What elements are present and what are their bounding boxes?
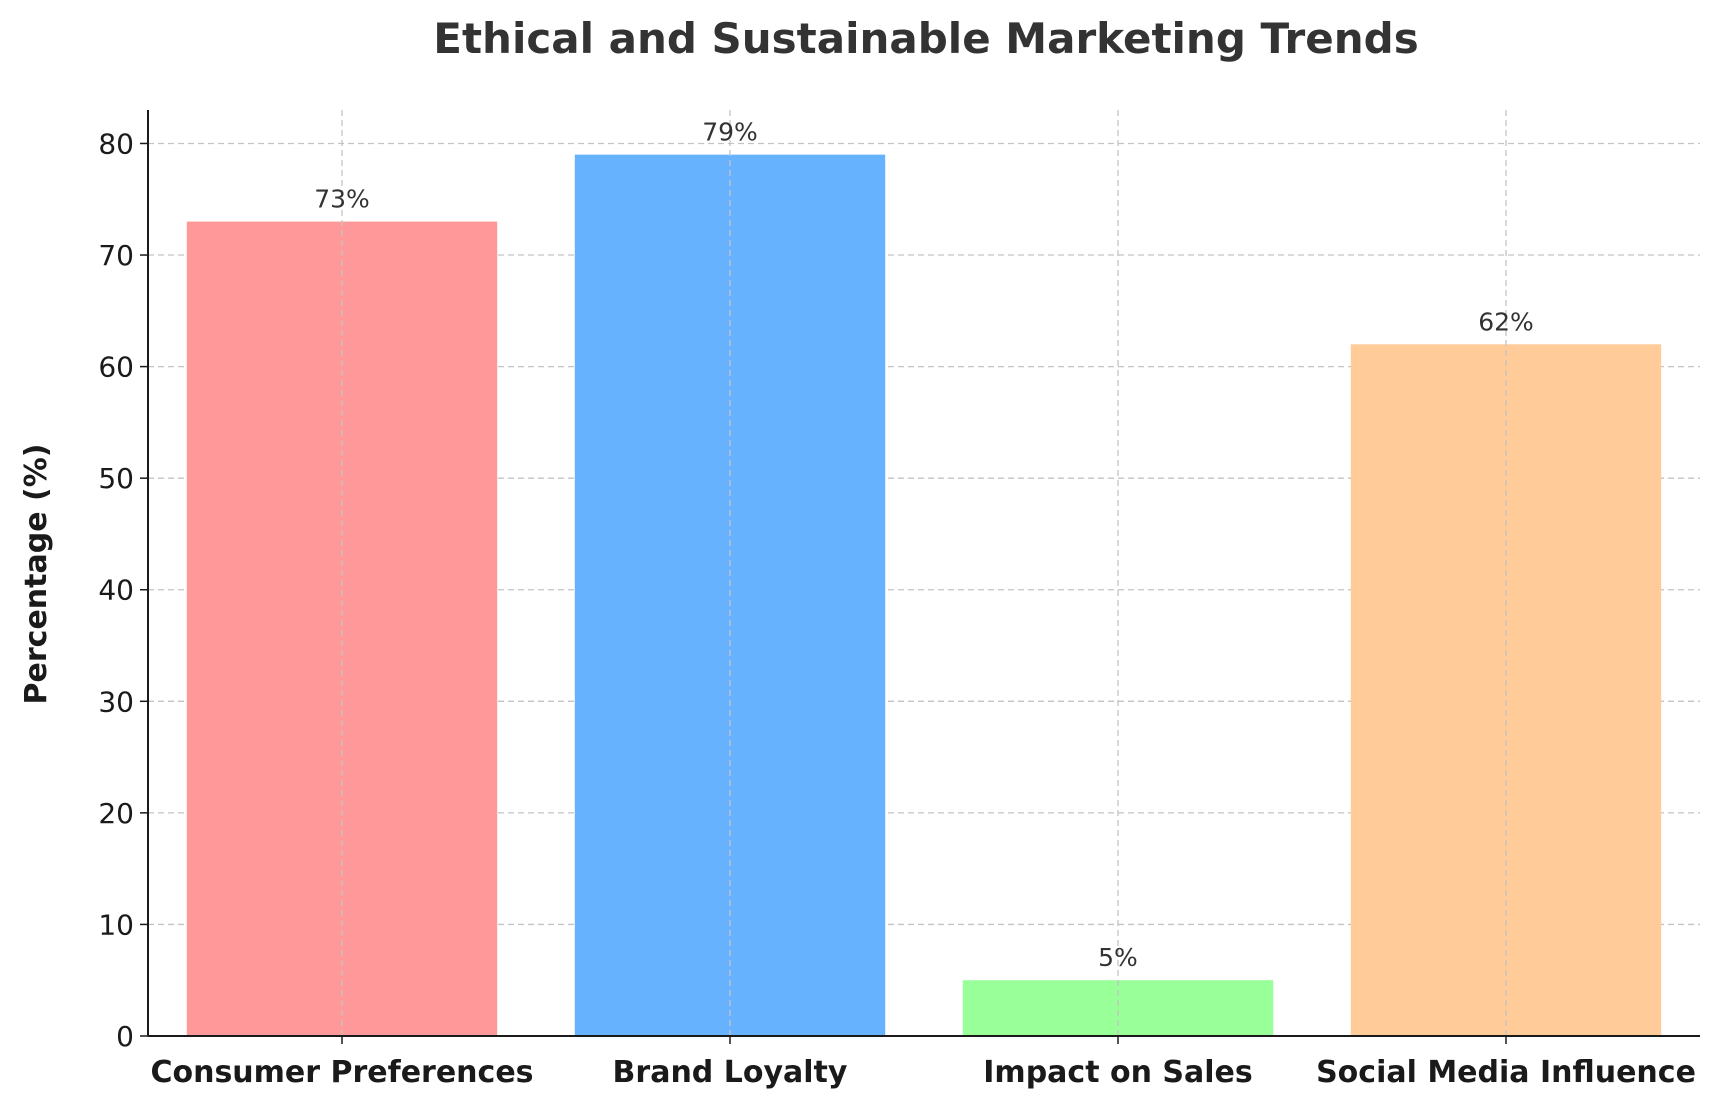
data-labels: 73% 79% 5% 62% bbox=[314, 118, 1534, 973]
y-tick-label: 80 bbox=[98, 127, 134, 160]
data-label: 5% bbox=[1098, 943, 1138, 972]
data-label: 73% bbox=[314, 185, 370, 214]
chart-title: Ethical and Sustainable Marketing Trends bbox=[433, 14, 1418, 63]
y-tick-label: 20 bbox=[98, 797, 134, 830]
vertical-grid-lines bbox=[341, 110, 1507, 1036]
y-tick-label: 10 bbox=[98, 908, 134, 941]
data-label: 62% bbox=[1478, 307, 1534, 336]
x-tick-label: Brand Loyalty bbox=[613, 1055, 848, 1090]
y-tick-labels: 0 10 20 30 40 50 60 70 80 bbox=[98, 127, 134, 1053]
y-tick-label: 60 bbox=[98, 351, 134, 384]
y-axis-label: Percentage (%) bbox=[19, 444, 54, 705]
axes bbox=[140, 110, 1700, 1044]
bars bbox=[186, 154, 1662, 1036]
x-tick-label: Consumer Preferences bbox=[150, 1055, 533, 1090]
data-label: 79% bbox=[702, 118, 758, 147]
y-tick-label: 50 bbox=[98, 462, 134, 495]
bar bbox=[962, 980, 1274, 1036]
x-tick-label: Impact on Sales bbox=[983, 1055, 1252, 1090]
x-tick-labels: Consumer Preferences Brand Loyalty Impact … bbox=[150, 1055, 1695, 1090]
y-tick-label: 40 bbox=[98, 574, 134, 607]
x-tick-label: Social Media Influence bbox=[1316, 1055, 1696, 1090]
y-tick-label: 70 bbox=[98, 239, 134, 272]
y-tick-label: 30 bbox=[98, 685, 134, 718]
y-tick-label: 0 bbox=[116, 1020, 134, 1053]
